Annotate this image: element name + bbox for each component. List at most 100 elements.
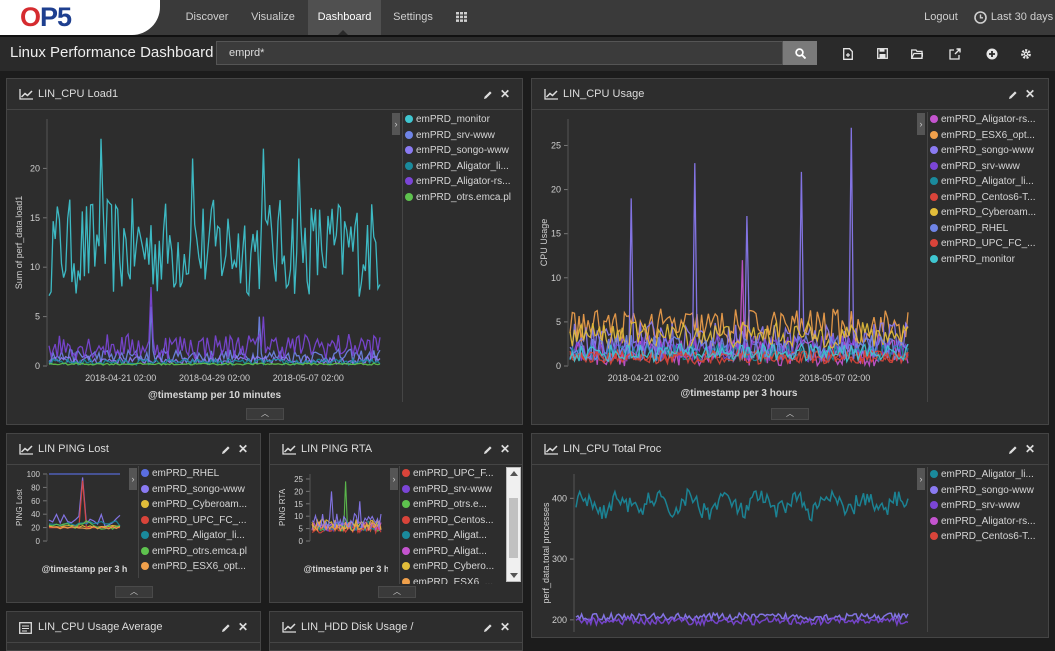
series-line <box>575 615 909 628</box>
legend-toggle[interactable]: › <box>392 113 400 135</box>
legend-item[interactable]: emPRD_srv-www <box>930 498 1049 514</box>
legend-item[interactable]: emPRD_Aligat... <box>402 544 506 560</box>
panel-collapse-button[interactable]: ︿ <box>246 408 284 420</box>
legend-item[interactable]: emPRD_Aligator_li... <box>930 467 1049 483</box>
nav-discover[interactable]: Discover <box>185 11 229 23</box>
legend-color-dot <box>930 177 938 185</box>
panel-header: LIN_CPU Usage ✕ <box>532 79 1048 110</box>
nav-visualize[interactable]: Visualize <box>251 11 295 23</box>
legend-item[interactable]: emPRD_UPC_FC_... <box>930 236 1049 252</box>
share-icon[interactable] <box>949 47 961 60</box>
legend-item[interactable]: emPRD_srv-www <box>930 159 1049 175</box>
panel-collapse-button[interactable]: ︿ <box>771 408 809 420</box>
legend-item[interactable]: emPRD_Aligator-rs... <box>930 514 1049 530</box>
legend-item[interactable]: emPRD_monitor <box>405 112 523 128</box>
add-panel-icon[interactable] <box>986 47 998 60</box>
close-icon[interactable]: ✕ <box>1025 87 1036 101</box>
legend-item[interactable]: emPRD_monitor <box>930 252 1049 268</box>
time-range-picker[interactable]: Last 30 days <box>990 11 1054 23</box>
y-tick-label: 200 <box>552 615 567 625</box>
y-tick-label: 10 <box>294 512 303 521</box>
logout-link[interactable]: Logout <box>924 11 958 23</box>
close-icon[interactable]: ✕ <box>500 87 511 101</box>
panel-collapse-button[interactable]: ︿ <box>378 586 416 598</box>
legend-item[interactable]: emPRD_Centos6-T... <box>930 529 1049 545</box>
y-tick-label: 20 <box>31 524 40 533</box>
open-icon[interactable] <box>911 47 923 60</box>
legend-item[interactable]: emPRD_Aligator_li... <box>141 528 261 544</box>
edit-icon[interactable] <box>483 623 493 633</box>
edit-icon[interactable] <box>221 623 231 633</box>
legend-item[interactable]: emPRD_songo-www <box>930 143 1049 159</box>
legend-item[interactable]: emPRD_Cyberoam... <box>141 497 261 513</box>
legend-toggle[interactable]: › <box>390 468 398 490</box>
nav-settings[interactable]: Settings <box>393 11 433 23</box>
legend: emPRD_Aligator_li... emPRD_songo-www emPRD… <box>927 467 1049 632</box>
legend-item[interactable]: emPRD_ESX6_opt... <box>930 128 1049 144</box>
nav-dashboard[interactable]: Dashboard <box>308 0 381 35</box>
legend-item[interactable]: emPRD_Cyberoam... <box>930 205 1049 221</box>
close-icon[interactable]: ✕ <box>500 620 511 634</box>
legend-item[interactable]: emPRD_UPC_FC_... <box>141 513 261 529</box>
legend-item[interactable]: emPRD_RHEL <box>930 221 1049 237</box>
legend-item[interactable]: emPRD_Aligat... <box>402 528 506 544</box>
legend-toggle[interactable]: › <box>129 468 137 490</box>
close-icon[interactable]: ✕ <box>238 442 249 456</box>
scroll-up-arrow[interactable] <box>510 471 518 476</box>
legend-item[interactable]: emPRD_Aligator-rs... <box>405 174 523 190</box>
legend-color-dot <box>402 515 410 524</box>
legend-item[interactable]: emPRD_Aligator_li... <box>930 174 1049 190</box>
legend-item[interactable]: emPRD_songo-www <box>405 143 523 159</box>
x-tick-label: 2018-04-21 02:00 <box>85 373 156 383</box>
top-navigation: OP5 Discover Visualize Dashboard Setting… <box>0 0 1055 35</box>
edit-icon[interactable] <box>221 445 231 455</box>
close-icon[interactable]: ✕ <box>238 620 249 634</box>
edit-icon[interactable] <box>483 90 493 100</box>
edit-icon[interactable] <box>483 445 493 455</box>
legend-toggle[interactable]: › <box>917 468 925 490</box>
legend-item[interactable]: emPRD_Aligator_li... <box>405 159 523 175</box>
x-axis-label: @timestamp per 3 h <box>42 564 127 574</box>
legend-item[interactable]: emPRD_Cybero... <box>402 559 506 575</box>
search-input[interactable]: emprd* <box>216 41 783 65</box>
legend-toggle[interactable]: › <box>917 113 925 135</box>
legend-item[interactable]: emPRD_srv-www <box>405 128 523 144</box>
legend-item[interactable]: emPRD_otrs.emca.pl <box>141 544 261 560</box>
legend-item[interactable]: emPRD_otrs.emca.pl <box>405 190 523 206</box>
line-chart-icon <box>544 444 558 455</box>
line-chart-icon <box>544 89 558 100</box>
close-icon[interactable]: ✕ <box>1025 442 1036 456</box>
close-icon[interactable]: ✕ <box>500 442 511 456</box>
legend-item[interactable]: emPRD_songo-www <box>930 483 1049 499</box>
legend-item[interactable]: emPRD_RHEL <box>141 466 261 482</box>
legend: emPRD_RHEL emPRD_songo-www emPRD_Cyberoam.… <box>138 466 261 578</box>
legend-label: emPRD_Centos6-T... <box>941 191 1036 203</box>
search-button[interactable] <box>783 41 817 65</box>
legend-color-dot <box>141 531 149 539</box>
legend-item[interactable]: emPRD_ESX6_... <box>402 575 506 584</box>
legend-item[interactable]: emPRD_Centos... <box>402 513 506 529</box>
options-icon[interactable] <box>1020 47 1032 60</box>
legend-scrollbar[interactable] <box>506 467 521 582</box>
save-icon[interactable] <box>876 47 888 60</box>
legend-label: emPRD_songo-www <box>941 145 1034 156</box>
edit-icon[interactable] <box>1008 445 1018 455</box>
new-dashboard-icon[interactable] <box>842 47 854 60</box>
op5-logo[interactable]: OP5 <box>0 0 160 35</box>
x-tick-label: 2018-04-29 02:00 <box>703 373 774 383</box>
legend-item[interactable]: emPRD_songo-www <box>141 482 261 498</box>
legend-item[interactable]: emPRD_Aligator-rs... <box>930 112 1049 128</box>
scroll-down-arrow[interactable] <box>510 573 518 578</box>
legend-item[interactable]: emPRD_srv-www <box>402 482 506 498</box>
legend-item[interactable]: emPRD_otrs.e... <box>402 497 506 513</box>
legend-label: emPRD_UPC_F... <box>413 468 494 479</box>
legend-label: emPRD_Cybero... <box>413 561 495 572</box>
legend-item[interactable]: emPRD_ESX6_opt... <box>141 559 261 575</box>
edit-icon[interactable] <box>1008 90 1018 100</box>
legend-color-dot <box>930 223 938 232</box>
grid-icon[interactable] <box>456 12 467 22</box>
scroll-thumb[interactable] <box>509 498 518 558</box>
legend-item[interactable]: emPRD_UPC_F... <box>402 466 506 482</box>
panel-collapse-button[interactable]: ︿ <box>115 586 153 598</box>
legend-item[interactable]: emPRD_Centos6-T... <box>930 190 1049 206</box>
